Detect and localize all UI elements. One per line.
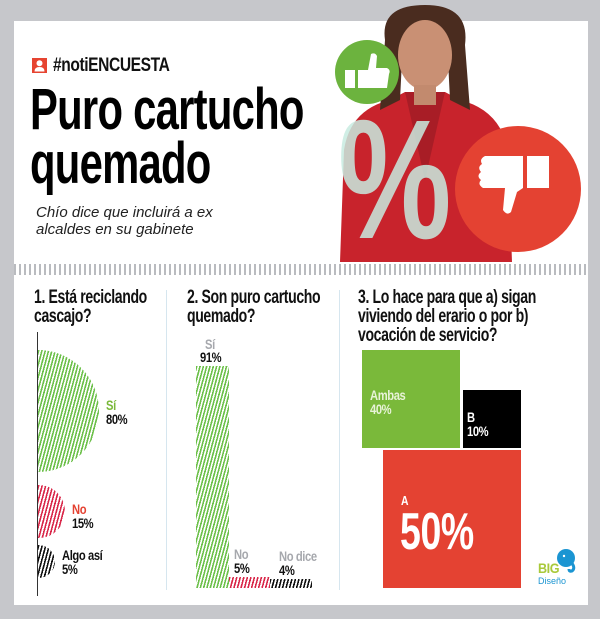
chart3-value-b: 10% xyxy=(467,423,489,439)
chart2-bar-no xyxy=(229,577,270,588)
chart2-label-si: Sí xyxy=(205,336,215,352)
percent-symbol: % xyxy=(338,85,452,275)
hashtag-label: #notiENCUESTA xyxy=(53,55,170,76)
chart2-bar-si xyxy=(196,366,229,588)
chart1-algo-asi-semicircle xyxy=(38,545,55,578)
subtitle: Chío dice que incluirá a ex alcaldes en … xyxy=(36,204,213,238)
chart2-value-no-dice: 4% xyxy=(279,562,295,578)
user-icon xyxy=(32,58,47,73)
question-2-title: 2. Son puro cartucho quemado? xyxy=(187,287,321,327)
chart1-axis xyxy=(37,332,38,596)
chart2-label-no: No xyxy=(234,546,249,562)
elephant-logo-icon xyxy=(554,548,578,574)
chart2-value-si: 91% xyxy=(200,349,222,365)
chart3-label-b: B xyxy=(467,409,475,425)
logo-diseno: Diseño xyxy=(538,576,567,586)
logo-big: BIG xyxy=(538,560,560,576)
chart1-label-algo-asi: Algo así xyxy=(62,547,103,563)
chart1-label-si: Sí xyxy=(106,397,116,413)
chart3-block-a xyxy=(383,450,521,588)
thumbs-up-icon xyxy=(335,40,399,104)
chart3-block-ambas xyxy=(362,350,460,448)
chart1-value-si: 80% xyxy=(106,411,128,427)
chart1-value-algo-asi: 5% xyxy=(62,561,78,577)
chart1-label-no: No xyxy=(72,501,87,517)
chart3-value-a: 50% xyxy=(400,503,474,561)
chart2-bar-no-dice xyxy=(270,579,312,588)
question-1-title: 1. Está reciclando cascajo? xyxy=(34,287,147,327)
chart1-value-no: 15% xyxy=(72,515,94,531)
question-3-title: 3. Lo hace para que a) sigan viviendo del… xyxy=(358,287,536,346)
column-divider xyxy=(339,290,340,590)
page-title-line1: Puro cartucho xyxy=(30,77,304,142)
page-title-line2: quemado xyxy=(30,131,211,196)
chart3-block-b xyxy=(463,390,521,448)
chart2-label-no-dice: No dice xyxy=(279,548,317,564)
thumbs-down-icon xyxy=(455,126,581,252)
column-divider xyxy=(166,290,167,590)
chart3-value-ambas: 40% xyxy=(370,401,392,417)
tick-separator xyxy=(14,264,588,275)
chart2-value-no: 5% xyxy=(234,560,250,576)
chart3-label-a: A xyxy=(401,493,409,508)
chart3-label-ambas: Ambas xyxy=(370,387,406,403)
